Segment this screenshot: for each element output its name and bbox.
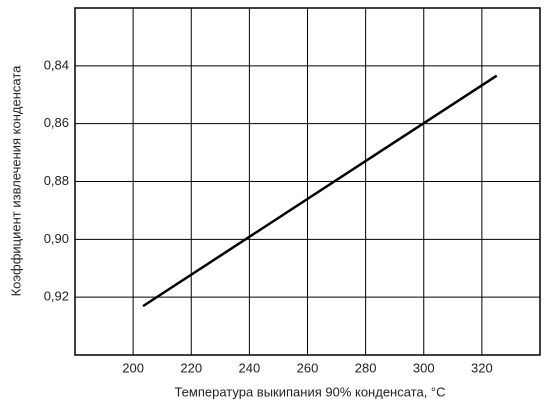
y-tick-label: 0,92 bbox=[44, 289, 69, 304]
x-tick-label: 200 bbox=[122, 360, 144, 375]
x-axis-label: Температура выкипания 90% конденсата, °C bbox=[174, 384, 445, 399]
x-tick-label: 300 bbox=[413, 360, 435, 375]
x-tick-label: 260 bbox=[297, 360, 319, 375]
data-line bbox=[142, 74, 498, 308]
x-tick-label: 320 bbox=[471, 360, 493, 375]
y-tick-label: 0,90 bbox=[44, 231, 69, 246]
y-tick-label: 0,84 bbox=[44, 57, 69, 72]
x-tick-label: 280 bbox=[355, 360, 377, 375]
y-tick-label: 0,86 bbox=[44, 115, 69, 130]
x-tick-label: 220 bbox=[180, 360, 202, 375]
y-tick-label: 0,88 bbox=[44, 173, 69, 188]
y-axis-label: Коэффициент извлечения конденсата bbox=[8, 65, 23, 297]
x-tick-label: 240 bbox=[239, 360, 261, 375]
